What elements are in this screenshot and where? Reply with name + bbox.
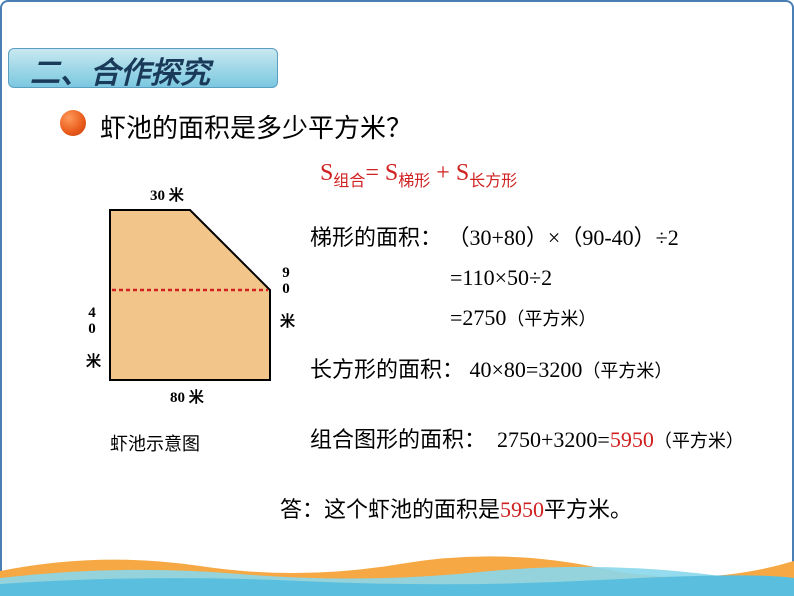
label-bottom: 80 米 — [170, 388, 205, 406]
formula: S组合= S梯形 + S长方形 — [320, 160, 517, 191]
trapezoid-calc-line3: =2750（平方米） — [450, 298, 596, 338]
trapezoid-calc-line1: 梯形的面积： （30+80）×（90-40）÷2 — [310, 218, 679, 258]
question-text: 虾池的面积是多少平方米？ — [100, 108, 412, 145]
formula-lhs: S — [320, 160, 333, 186]
label-top: 30 米 — [150, 186, 185, 204]
shrimp-pond-diagram: 30 米 80 米 — [60, 180, 280, 410]
section-header: 二、合作探究 — [30, 48, 210, 92]
formula-t2: S — [456, 160, 469, 186]
diagram-container: 30 米 80 米 90 米 40 米 — [60, 180, 280, 450]
formula-t1: S — [385, 160, 398, 186]
combined-calc: 组合图形的面积： 2750+3200=5950（平方米） — [310, 420, 744, 460]
trapezoid-calc-line2: =110×50÷2 — [450, 258, 552, 298]
rectangle-calc: 长方形的面积： 40×80=3200（平方米） — [310, 350, 672, 390]
pond-shape — [110, 210, 270, 380]
bullet-icon — [60, 110, 86, 136]
footer-wave — [0, 536, 794, 596]
formula-lhs-sub: 组合 — [333, 173, 365, 190]
label-right-html: 90 米 — [276, 265, 297, 328]
answer-line: 答：这个虾池的面积是5950平方米。 — [280, 490, 632, 530]
label-left-html: 40 米 — [82, 305, 103, 368]
diagram-caption: 虾池示意图 — [110, 430, 200, 456]
